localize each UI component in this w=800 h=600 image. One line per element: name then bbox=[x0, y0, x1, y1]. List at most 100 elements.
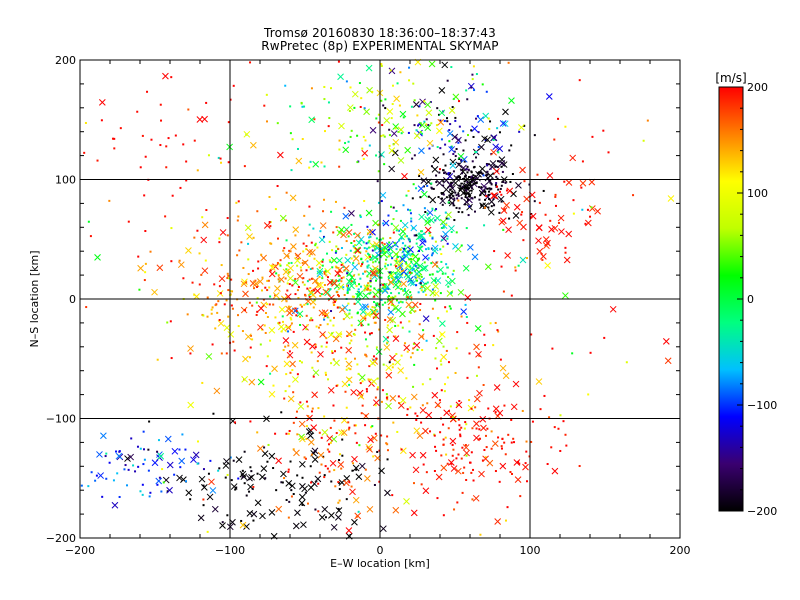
scatter-dot-marker bbox=[458, 400, 461, 403]
scatter-dot-marker bbox=[212, 412, 215, 415]
scatter-dot-marker bbox=[124, 464, 127, 467]
scatter-dot-marker bbox=[209, 459, 212, 462]
scatter-x-marker bbox=[230, 483, 238, 490]
scatter-dot-marker bbox=[202, 468, 205, 471]
scatter-dot-marker bbox=[437, 316, 440, 319]
scatter-dot-marker bbox=[447, 427, 450, 430]
scatter-dot-marker bbox=[300, 361, 303, 364]
scatter-x-marker bbox=[437, 118, 445, 126]
scatter-dot-marker bbox=[326, 323, 329, 326]
scatter-dot-marker bbox=[305, 437, 308, 440]
scatter-dot-marker bbox=[294, 277, 297, 280]
scatter-dot-marker bbox=[142, 448, 145, 451]
y-tick-label: −100 bbox=[46, 413, 76, 426]
scatter-dot-marker bbox=[485, 195, 488, 198]
scatter-x-marker bbox=[190, 456, 197, 464]
scatter-x-marker bbox=[499, 462, 507, 470]
scatter-dot-marker bbox=[543, 394, 546, 397]
scatter-dot-marker bbox=[217, 469, 220, 472]
scatter-dot-marker bbox=[409, 209, 412, 212]
scatter-dot-marker bbox=[366, 345, 369, 348]
scatter-dot-marker bbox=[466, 180, 469, 183]
scatter-dot-marker bbox=[381, 241, 384, 244]
scatter-x-marker bbox=[362, 303, 369, 311]
scatter-dot-marker bbox=[305, 245, 308, 248]
scatter-dot-marker bbox=[381, 303, 384, 306]
scatter-x-marker bbox=[365, 209, 373, 217]
scatter-dot-marker bbox=[486, 170, 489, 173]
scatter-dot-marker bbox=[288, 270, 291, 273]
scatter-x-marker bbox=[299, 435, 306, 443]
scatter-x-marker bbox=[385, 371, 393, 379]
scatter-dot-marker bbox=[136, 110, 139, 113]
scatter-dot-marker bbox=[525, 440, 528, 443]
scatter-dot-marker bbox=[309, 465, 312, 468]
scatter-dot-marker bbox=[466, 198, 469, 201]
scatter-x-marker bbox=[275, 505, 283, 513]
colorbar-gradient bbox=[718, 86, 744, 512]
scatter-dot-marker bbox=[147, 469, 150, 472]
scatter-dot-marker bbox=[468, 352, 471, 355]
scatter-dot-marker bbox=[456, 404, 459, 407]
scatter-dot-marker bbox=[442, 443, 445, 446]
scatter-dot-marker bbox=[446, 237, 449, 240]
scatter-dot-marker bbox=[323, 318, 326, 321]
scatter-dot-marker bbox=[292, 330, 295, 333]
scatter-x-marker bbox=[519, 166, 526, 174]
scatter-x-marker bbox=[440, 464, 448, 472]
scatter-x-marker bbox=[473, 343, 480, 351]
scatter-x-marker bbox=[484, 263, 492, 271]
scatter-x-marker bbox=[292, 376, 299, 383]
scatter-dot-marker bbox=[275, 272, 278, 275]
scatter-x-marker bbox=[389, 395, 397, 402]
scatter-dot-marker bbox=[325, 345, 328, 348]
scatter-x-marker bbox=[351, 455, 358, 463]
scatter-x-marker bbox=[94, 254, 101, 261]
scatter-dot-marker bbox=[260, 328, 263, 331]
scatter-dot-marker bbox=[283, 247, 286, 250]
scatter-dot-marker bbox=[274, 316, 277, 319]
scatter-dot-marker bbox=[279, 264, 282, 267]
scatter-dot-marker bbox=[425, 293, 428, 296]
scatter-x-marker bbox=[351, 263, 359, 271]
scatter-x-marker bbox=[522, 463, 529, 471]
scatter-x-marker bbox=[413, 270, 421, 278]
scatter-x-marker bbox=[328, 512, 335, 519]
scatter-dot-marker bbox=[452, 204, 455, 207]
scatter-dot-marker bbox=[407, 237, 410, 240]
scatter-dot-marker bbox=[418, 323, 421, 326]
scatter-dot-marker bbox=[213, 283, 216, 286]
scatter-dot-marker bbox=[409, 291, 412, 294]
scatter-dot-marker bbox=[304, 457, 307, 460]
scatter-dot-marker bbox=[602, 129, 605, 132]
scatter-dot-marker bbox=[348, 333, 351, 336]
scatter-x-marker bbox=[412, 253, 419, 260]
scatter-x-marker bbox=[366, 228, 374, 236]
scatter-dot-marker bbox=[357, 291, 360, 294]
scatter-dot-marker bbox=[156, 483, 159, 486]
scatter-dot-marker bbox=[342, 265, 345, 268]
scatter-x-marker bbox=[217, 320, 225, 327]
scatter-x-marker bbox=[399, 110, 407, 118]
scatter-dot-marker bbox=[400, 132, 403, 135]
scatter-dot-marker bbox=[389, 236, 392, 239]
scatter-x-marker bbox=[289, 194, 297, 202]
scatter-dot-marker bbox=[384, 107, 387, 110]
scatter-dot-marker bbox=[454, 371, 457, 374]
scatter-dot-marker bbox=[489, 167, 492, 170]
scatter-dot-marker bbox=[462, 149, 465, 152]
scatter-dot-marker bbox=[201, 381, 204, 384]
scatter-dot-marker bbox=[446, 242, 449, 245]
scatter-dot-marker bbox=[369, 255, 372, 258]
scatter-x-marker bbox=[338, 226, 345, 234]
scatter-x-marker bbox=[306, 248, 313, 256]
scatter-x-marker bbox=[584, 219, 592, 227]
scatter-dot-marker bbox=[470, 451, 473, 454]
scatter-dot-marker bbox=[350, 485, 353, 488]
scatter-dot-marker bbox=[466, 376, 469, 379]
scatter-dot-marker bbox=[524, 462, 527, 465]
scatter-dot-marker bbox=[377, 289, 380, 292]
scatter-dot-marker bbox=[371, 90, 374, 93]
scatter-dot-marker bbox=[425, 339, 428, 342]
scatter-dot-marker bbox=[423, 100, 426, 103]
